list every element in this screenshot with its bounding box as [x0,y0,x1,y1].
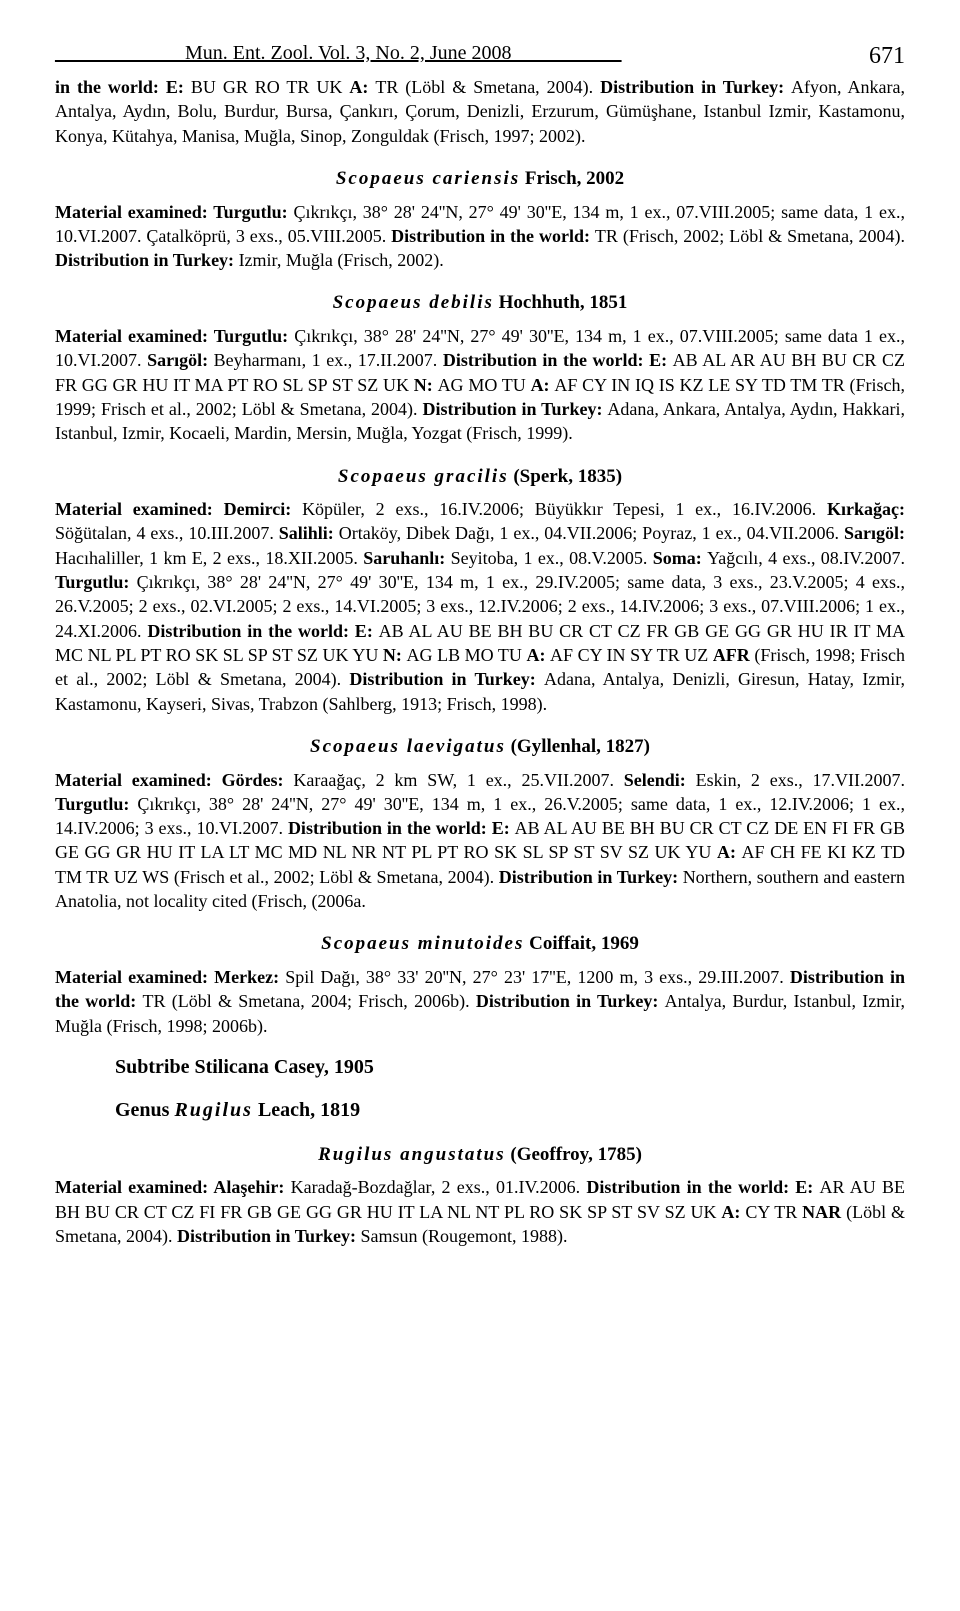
journal-title: _____________Mun. Ent. Zool. Vol. 3, No.… [55,42,622,64]
species-heading-1: Scopaeus cariensis Frisch, 2002 [55,166,905,192]
species-heading-5: Scopaeus minutoides Coiffait, 1969 [55,931,905,957]
paragraph-7: Material examined: Alaşehir: Karadağ-Boz… [55,1175,905,1248]
species-heading-6: Rugilus angustatus (Geoffroy, 1785) [55,1142,905,1168]
paragraph-5: Material examined: Gördes: Karaağaç, 2 k… [55,768,905,914]
genus-heading: Genus Rugilus Leach, 1819 [55,1097,905,1124]
page-header: _____________Mun. Ent. Zool. Vol. 3, No.… [55,40,905,67]
paragraph-2: Material examined: Turgutlu: Çıkrıkçı, 3… [55,200,905,273]
paragraph-4: Material examined: Demirci: Köpüler, 2 e… [55,497,905,716]
paragraph-6: Material examined: Merkez: Spil Dağı, 38… [55,965,905,1038]
page-number: 671 [869,40,905,72]
species-heading-3: Scopaeus gracilis (Sperk, 1835) [55,464,905,490]
paragraph-1: in the world: E: BU GR RO TR UK A: TR (L… [55,75,905,148]
paragraph-3: Material examined: Turgutlu: Çıkrıkçı, 3… [55,324,905,445]
species-heading-4: Scopaeus laevigatus (Gyllenhal, 1827) [55,734,905,760]
p1-b0: in the world: E: [55,77,191,97]
subtribe-heading: Subtribe Stilicana Casey, 1905 [55,1054,905,1081]
species-heading-2: Scopaeus debilis Hochhuth, 1851 [55,290,905,316]
